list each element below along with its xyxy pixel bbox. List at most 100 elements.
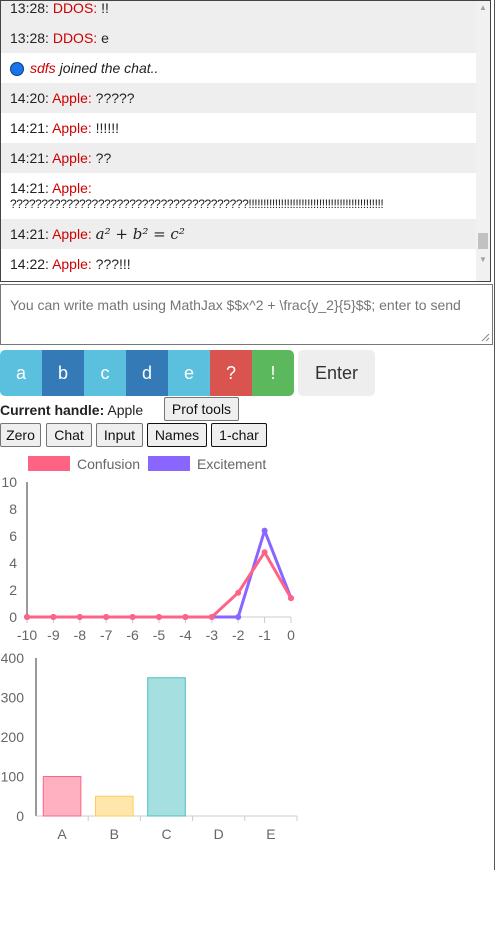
- y-tick-label: 10: [1, 474, 17, 490]
- x-tick-label: A: [57, 826, 67, 842]
- chat-log[interactable]: 13:28: DDOS: !! 13:28: DDOS: e sdfs join…: [0, 0, 491, 282]
- message-time: 13:28:: [10, 0, 49, 16]
- data-point-confusion: [261, 549, 268, 556]
- user-dot-icon: [10, 62, 24, 76]
- legend-label-confusion[interactable]: Confusion: [77, 456, 141, 472]
- y-tick-label: 4: [9, 555, 17, 571]
- y-tick-label: 0: [16, 808, 24, 824]
- message-list: 13:28: DDOS: !! 13:28: DDOS: e sdfs join…: [1, 0, 476, 279]
- answer-button-a[interactable]: a: [0, 350, 42, 396]
- handle-value: Apple: [107, 402, 144, 418]
- chat-scrollbar[interactable]: ▲ ▼: [476, 1, 490, 281]
- legend-swatch-confusion[interactable]: [28, 456, 70, 471]
- scroll-down-icon[interactable]: ▼: [479, 255, 487, 264]
- answer-button-e[interactable]: e: [168, 350, 210, 396]
- message-time: 14:21:: [10, 120, 49, 136]
- data-point-confusion: [24, 614, 30, 620]
- message-text: !!: [101, 0, 109, 16]
- answer-button-d[interactable]: d: [126, 350, 168, 396]
- data-point-confusion: [288, 595, 294, 602]
- answer-button-b[interactable]: b: [42, 350, 84, 396]
- message-text: ???!!!: [95, 256, 131, 272]
- bar: [95, 795, 134, 817]
- message-input[interactable]: [0, 284, 493, 345]
- y-tick-label: 400: [1, 650, 25, 666]
- scroll-thumb[interactable]: [478, 233, 488, 249]
- bar: [42, 776, 82, 817]
- message-author: Apple:: [52, 150, 92, 166]
- join-notice: sdfs joined the chat..: [1, 53, 476, 83]
- x-tick-label: C: [161, 826, 171, 842]
- legend-swatch-excitement[interactable]: [148, 456, 190, 471]
- bar: [147, 677, 186, 817]
- chat-message: 13:28: DDOS: e: [1, 23, 476, 53]
- y-tick-label: 8: [9, 501, 17, 517]
- data-point-confusion: [76, 614, 83, 620]
- y-tick-label: 0: [9, 609, 17, 625]
- message-text: e: [101, 30, 109, 46]
- message-time: 14:22:: [10, 256, 49, 272]
- data-point-confusion: [156, 614, 162, 620]
- x-tick-label: B: [110, 826, 119, 842]
- data-point-confusion: [129, 614, 136, 620]
- enter-button[interactable]: Enter: [298, 350, 375, 396]
- message-text: joined the chat..: [59, 60, 159, 76]
- x-tick-label: 0: [287, 627, 295, 643]
- y-tick-label: 200: [1, 729, 25, 745]
- data-point-confusion: [50, 614, 57, 620]
- chat-message: 13:28: DDOS: !!: [1, 0, 476, 23]
- scroll-up-icon[interactable]: ▲: [479, 3, 487, 12]
- one-char-button[interactable]: 1-char: [211, 423, 267, 447]
- chat-message: 14:21: Apple: ??: [1, 143, 476, 173]
- message-text: ?????: [95, 90, 135, 106]
- data-point-confusion: [182, 614, 189, 620]
- chat-message: 14:21: Apple: ??????????????????????????…: [1, 173, 476, 219]
- y-tick-label: 300: [1, 690, 25, 706]
- handle-label: Current handle:: [0, 402, 105, 418]
- input-button[interactable]: Input: [96, 423, 143, 447]
- x-tick-label: -10: [17, 627, 37, 643]
- x-tick-label: -2: [232, 627, 245, 643]
- message-text-wrap: ??????????????????????????????????????!!…: [10, 197, 384, 211]
- data-point-excitement: [261, 527, 268, 534]
- message-author: DDOS:: [52, 0, 98, 16]
- y-tick-label: 6: [9, 528, 17, 544]
- message-time: 14:21:: [10, 226, 49, 242]
- chat-message: 14:22: Apple: ???!!!: [1, 249, 476, 279]
- page-border: [494, 0, 495, 870]
- x-tick-label: -9: [47, 627, 60, 643]
- current-handle: Current handle: Apple: [0, 398, 143, 422]
- chat-button[interactable]: Chat: [46, 423, 92, 447]
- question-button[interactable]: ?: [210, 350, 252, 396]
- chat-message: 14:20: Apple: ?????: [1, 83, 476, 113]
- resize-handle-icon[interactable]: [480, 332, 490, 342]
- chart-legend: Confusion Excitement: [0, 454, 300, 474]
- message-text: ??: [95, 150, 112, 166]
- bar-chart: 0 100 200 300 400 A B C D E: [1, 650, 298, 842]
- names-button[interactable]: Names: [147, 423, 207, 447]
- data-point-excitement: [235, 614, 242, 620]
- chat-message: 14:21: Apple: a² + b² = c²: [1, 219, 476, 249]
- zero-button[interactable]: Zero: [0, 423, 41, 447]
- x-tick-label: -3: [206, 627, 219, 643]
- x-tick-label: -5: [153, 627, 166, 643]
- x-tick-label: -4: [179, 627, 192, 643]
- exclaim-button[interactable]: !: [252, 350, 294, 396]
- data-point-confusion: [208, 614, 215, 620]
- message-author: sdfs: [30, 60, 56, 76]
- x-tick-label: E: [266, 826, 275, 842]
- x-tick-label: -7: [100, 627, 113, 643]
- answer-buttons: a b c d e ? !: [0, 350, 294, 396]
- y-tick-label: 100: [1, 769, 25, 785]
- message-author: Apple:: [52, 180, 92, 196]
- prof-tools-button[interactable]: Prof tools: [164, 397, 239, 421]
- x-tick-label: -6: [126, 627, 139, 643]
- message-author: Apple:: [52, 90, 92, 106]
- answer-button-c[interactable]: c: [84, 350, 126, 396]
- legend-label-excitement[interactable]: Excitement: [197, 456, 267, 472]
- data-point-confusion: [103, 614, 110, 620]
- message-time: 14:21:: [10, 180, 49, 196]
- y-tick-label: 2: [9, 582, 17, 598]
- series-line-confusion: [27, 550, 293, 619]
